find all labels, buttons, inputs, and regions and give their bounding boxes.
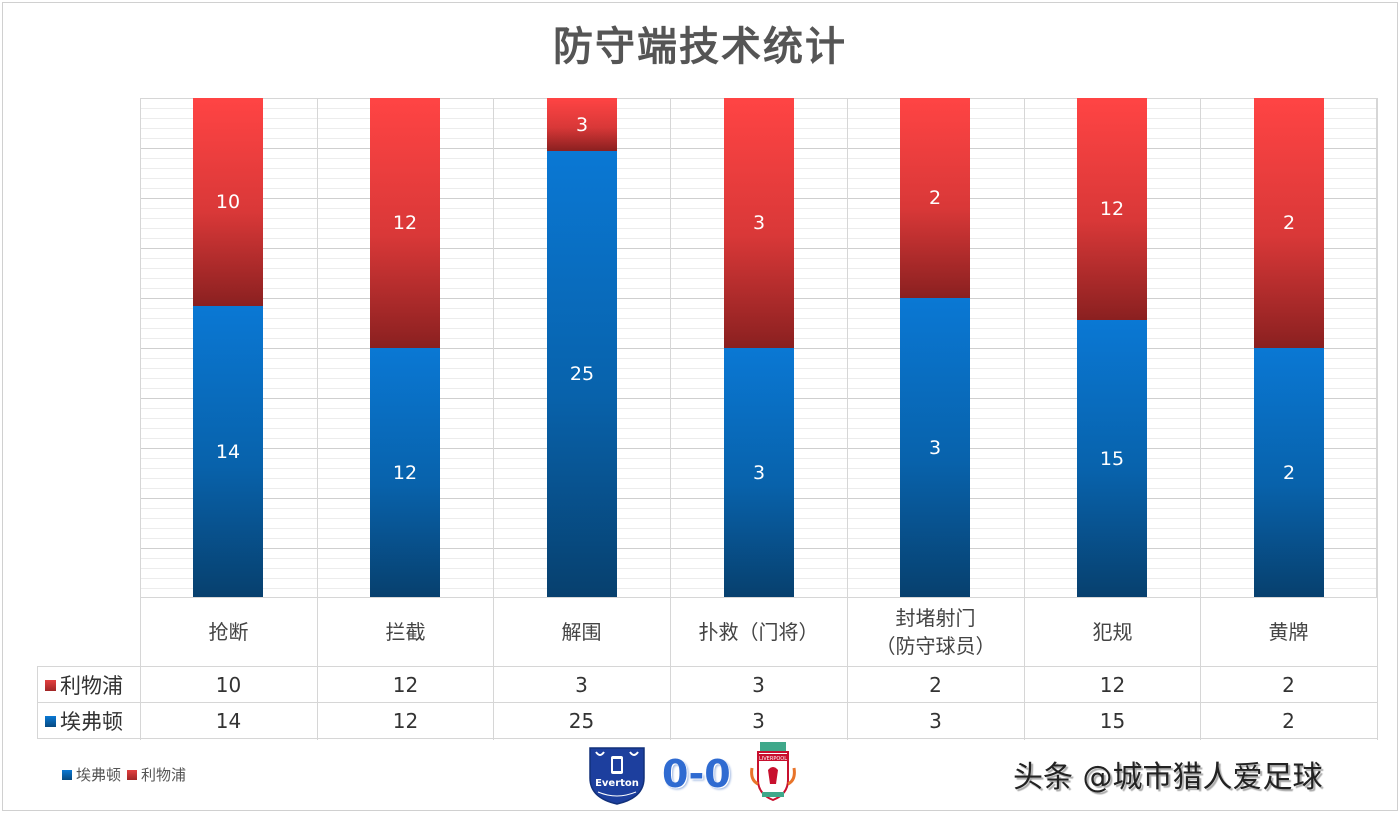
row-label-liverpool: 利物浦	[40, 667, 140, 703]
table-cell: 12	[392, 673, 419, 697]
table-line	[37, 666, 1377, 667]
liverpool-swatch-icon	[127, 769, 138, 780]
category-label: 黄牌	[1200, 598, 1377, 666]
category-line: （防守球员）	[875, 634, 996, 658]
category-line: 抢断	[208, 620, 249, 644]
stacked-bar: 12 15	[1077, 98, 1147, 597]
table-cell: 2	[1282, 709, 1295, 733]
table-line	[37, 738, 1377, 739]
category-line: 扑救（门将）	[698, 620, 819, 644]
bar-segment-liverpool: 3	[547, 98, 617, 151]
category-line: 黄牌	[1268, 620, 1309, 644]
stacked-bar: 12 12	[370, 98, 440, 597]
legend-liverpool: 利物浦	[141, 766, 187, 784]
bar-segment-everton: 25	[547, 151, 617, 597]
grid-vline	[847, 98, 848, 740]
bar-segment-liverpool: 3	[724, 98, 794, 348]
legend-everton: 埃弗顿	[76, 766, 122, 784]
svg-text:LIVERPOOL: LIVERPOOL	[759, 756, 787, 762]
bar-segment-liverpool: 2	[900, 98, 970, 298]
stacked-bar: 10 14	[193, 98, 263, 597]
category-label: 拦截	[317, 598, 494, 666]
bar-segment-everton: 12	[370, 348, 440, 597]
grid-vline	[670, 98, 671, 740]
table-cell: 3	[752, 709, 765, 733]
svg-text:Everton: Everton	[595, 778, 639, 789]
grid-vline	[140, 98, 141, 740]
category-label: 解围	[493, 598, 670, 666]
bar-segment-everton: 3	[900, 298, 970, 597]
bar-segment-everton: 2	[1254, 348, 1324, 597]
table-cell: 2	[929, 673, 942, 697]
bar-segment-everton: 14	[193, 306, 263, 597]
table-line	[37, 702, 1377, 703]
table-cell: 25	[568, 709, 595, 733]
bar-segment-everton: 15	[1077, 320, 1147, 597]
grid-vline	[1377, 98, 1378, 740]
liverpool-swatch-icon	[45, 679, 56, 691]
liverpool-crest-icon: LIVERPOOL	[750, 742, 796, 802]
category-label: 犯规	[1024, 598, 1201, 666]
table-cell: 14	[215, 709, 242, 733]
bar-segment-everton: 3	[724, 348, 794, 597]
bar-segment-liverpool: 12	[370, 98, 440, 348]
table-cell: 15	[1099, 709, 1126, 733]
table-cell: 3	[929, 709, 942, 733]
table-line	[140, 597, 1377, 598]
match-score: 0-0	[662, 752, 731, 796]
everton-crest-icon: Everton	[589, 747, 645, 805]
legend: 埃弗顿 利物浦	[60, 764, 186, 785]
everton-swatch-icon	[62, 769, 72, 780]
table-cell: 2	[1282, 673, 1295, 697]
category-line: 解围	[561, 620, 602, 644]
grid-vline	[493, 98, 494, 740]
table-cell: 3	[752, 673, 765, 697]
category-label: 扑救（门将）	[670, 598, 847, 666]
stacked-bar: 3 25	[547, 98, 617, 597]
category-line: 封堵射门	[895, 606, 976, 630]
watermark: 头条 @城市猎人爱足球	[1013, 760, 1323, 795]
bar-segment-liverpool: 12	[1077, 98, 1147, 320]
bar-segment-liverpool: 10	[193, 98, 263, 306]
row-label-everton: 埃弗顿	[40, 703, 140, 739]
grid-vline	[317, 98, 318, 740]
grid-vline	[1024, 98, 1025, 740]
table-cell: 12	[1099, 673, 1126, 697]
chart-title: 防守端技术统计	[553, 23, 847, 70]
category-label: 封堵射门 （防守球员）	[847, 598, 1024, 666]
table-cell: 3	[575, 673, 588, 697]
category-line: 犯规	[1092, 620, 1133, 644]
category-line: 拦截	[385, 620, 426, 644]
bar-segment-liverpool: 2	[1254, 98, 1324, 348]
table-cell: 10	[215, 673, 242, 697]
grid-vline	[1200, 98, 1201, 740]
table-line	[37, 666, 38, 738]
everton-swatch-icon	[45, 715, 56, 727]
category-label: 抢断	[140, 598, 317, 666]
table-cell: 12	[392, 709, 419, 733]
